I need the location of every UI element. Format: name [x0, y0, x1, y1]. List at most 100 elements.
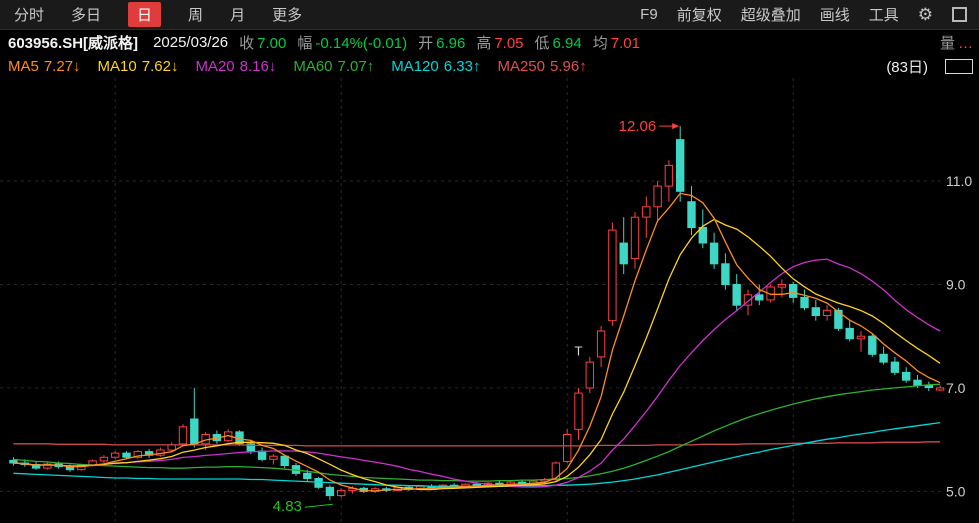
candle-body [834, 309, 843, 329]
quote-info-bar: 603956.SH[威派格] 2025/03/26 收 7.00 幅 -0.14%(… [0, 30, 979, 54]
ma20-indicator: MA20 8.16↓ [195, 57, 277, 75]
candle-body [743, 294, 753, 306]
ma5-indicator: MA5 7.27↓ [8, 57, 81, 75]
candle-body [585, 361, 594, 389]
candle-body [630, 216, 640, 260]
candle-body [619, 242, 628, 265]
candle-body [777, 284, 787, 288]
candle-body [924, 384, 933, 388]
candle-body [257, 450, 267, 460]
candle-body [653, 185, 662, 208]
candle-body [664, 164, 674, 187]
candle-body [314, 478, 323, 488]
candle-body [687, 201, 696, 229]
annotations: 12.06 4.83 T [273, 118, 680, 515]
candles [9, 126, 945, 501]
candle-body [800, 296, 809, 309]
candle-body [732, 284, 741, 306]
candle-body [721, 263, 730, 286]
candle-body [551, 462, 561, 481]
candle-body [133, 451, 143, 458]
period-toolbar: 分时 多日 日 周 月 更多 F9 前复权 超级叠加 画线 工具 ⚙ [0, 0, 979, 30]
candle-body [845, 327, 854, 340]
f9-button[interactable]: F9 [640, 6, 658, 23]
forward-adjust-button[interactable]: 前复权 [676, 7, 722, 24]
y-axis-label: 5.0 [946, 483, 966, 499]
tab-weekly[interactable]: 周 [188, 7, 204, 24]
super-overlay-button[interactable]: 超级叠加 [740, 7, 801, 24]
high-annotation: 12.06 [619, 118, 657, 135]
ma250-indicator: MA250 5.96↑ [497, 57, 587, 75]
y-axis-label: 9.0 [946, 277, 966, 293]
candle-body [246, 443, 256, 452]
fullscreen-icon[interactable] [952, 7, 967, 22]
toolbar-right-group: F9 前复权 超级叠加 画线 工具 ⚙ [640, 4, 979, 25]
field-low: 低 6.94 [534, 34, 582, 52]
stock-symbol: 603956.SH[威派格] [8, 34, 139, 52]
kline-chart[interactable]: 12.06 4.83 T 11.0 9.0 7.0 5.0 [0, 78, 979, 523]
field-volume: 量… [939, 34, 973, 52]
candle-body [676, 139, 685, 192]
candle-body [303, 472, 312, 479]
ma10-indicator: MA10 7.62↓ [97, 57, 179, 75]
candle-body [280, 455, 289, 467]
candle-body [596, 330, 606, 358]
candle-body [879, 353, 888, 363]
candle-body [642, 206, 651, 218]
quote-date: 2025/03/26 [153, 33, 229, 51]
gear-icon[interactable]: ⚙ [917, 5, 933, 24]
tab-monthly[interactable]: 月 [230, 7, 246, 24]
ma5-line [13, 192, 941, 492]
tab-multiday[interactable]: 多日 [71, 7, 102, 24]
tab-more[interactable]: 更多 [272, 7, 303, 24]
ma60-line [13, 383, 941, 482]
candle-body [574, 392, 583, 430]
field-open: 开 6.96 [418, 34, 466, 52]
candle-body [325, 486, 335, 497]
tab-intraday[interactable]: 分时 [14, 7, 45, 24]
y-axis-label: 11.0 [946, 173, 972, 189]
candle-body [868, 335, 877, 355]
ma-lines [13, 192, 941, 492]
candle-body [167, 444, 176, 451]
tools-button[interactable]: 工具 [868, 7, 899, 24]
range-box-icon[interactable] [945, 58, 973, 74]
candle-body [563, 434, 572, 462]
tab-daily[interactable]: 日 [128, 2, 162, 27]
low-annotation: 4.83 [273, 498, 302, 515]
candle-body [111, 452, 120, 458]
candle-body [822, 309, 832, 317]
candle-body [269, 455, 278, 460]
candle-body [935, 387, 945, 391]
draw-line-button[interactable]: 画线 [819, 7, 850, 24]
candle-body [99, 456, 109, 462]
candle-body [122, 452, 131, 458]
candle-body [913, 379, 922, 386]
t-marker: T [575, 344, 583, 359]
candle-body [178, 426, 188, 445]
ma-indicator-bar: MA5 7.27↓ MA10 7.62↓ MA20 8.16↓ MA60 7.07↑ M… [0, 54, 979, 78]
period-tabs: 分时 多日 日 周 月 更多 [0, 2, 302, 27]
candle-body [902, 371, 911, 381]
candle-body [789, 284, 798, 298]
candle-body [856, 335, 866, 340]
candle-body [31, 464, 41, 469]
field-close: 收 7.00 [239, 34, 287, 52]
ma10-line [13, 218, 941, 491]
candle-body [755, 294, 764, 301]
ma250-line [13, 441, 941, 447]
ma60-indicator: MA60 7.07↑ [293, 57, 375, 75]
candle-body [43, 463, 52, 469]
field-change: 幅 -0.14%(-0.01) [297, 34, 408, 52]
candle-body [698, 227, 707, 244]
candle-body [190, 418, 199, 445]
visible-range-label: (83日) [886, 58, 928, 76]
candle-body [337, 489, 346, 497]
candle-body [608, 229, 617, 322]
candle-body [709, 242, 719, 265]
candle-body [890, 361, 900, 373]
field-high: 高 7.05 [476, 34, 524, 52]
y-axis-label: 7.0 [946, 380, 966, 396]
y-axis: 11.0 9.0 7.0 5.0 [946, 173, 972, 499]
